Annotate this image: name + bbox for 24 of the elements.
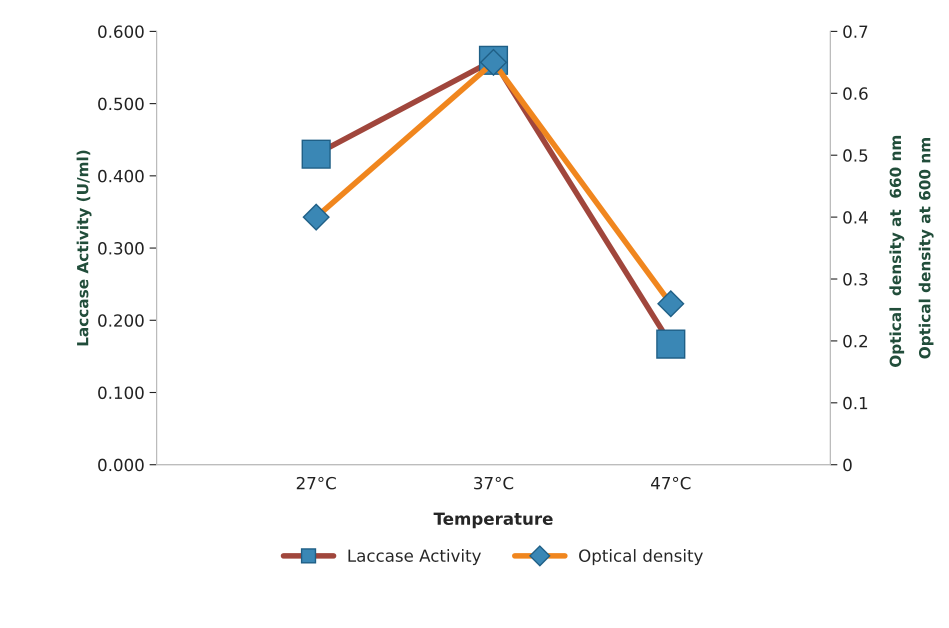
y2-tick-label: 0.5 <box>843 149 868 162</box>
y2-tick-label: 0.7 <box>843 25 868 38</box>
legend-label: Optical density <box>579 549 703 566</box>
y-tick-label: 0.400 <box>98 170 144 182</box>
y2-axis-title: Optical density at 600 nm <box>918 138 934 358</box>
text: Optical density at 660 nm <box>889 136 904 367</box>
y-tick-label: 0.500 <box>98 98 144 110</box>
legend-label: Laccase Activity <box>348 549 481 566</box>
y2-tick-label: 0.4 <box>843 211 868 224</box>
y2-tick-label: 0.6 <box>843 87 868 100</box>
y-tick-label: 0.300 <box>98 242 144 255</box>
x-tick-label: 27°C <box>296 476 336 490</box>
x-tick-label: 47°C <box>651 476 690 490</box>
y-tick-label: 0.600 <box>98 25 144 38</box>
y2-tick-label: 0.1 <box>843 396 868 410</box>
y-tick-label: 0.000 <box>98 458 144 472</box>
y2-tick-label: 0.2 <box>843 334 868 348</box>
y2-tick-label: 0 <box>843 458 852 472</box>
y-tick-label: 0.100 <box>98 386 144 400</box>
y-axis-title: Laccase Activity (U/ml) <box>76 150 92 346</box>
y2-tick-label: 0.3 <box>843 272 868 286</box>
x-tick-label: 37°C <box>474 476 514 490</box>
y-tick-label: 0.200 <box>98 314 144 327</box>
x-axis-title: Temperature <box>434 512 553 528</box>
